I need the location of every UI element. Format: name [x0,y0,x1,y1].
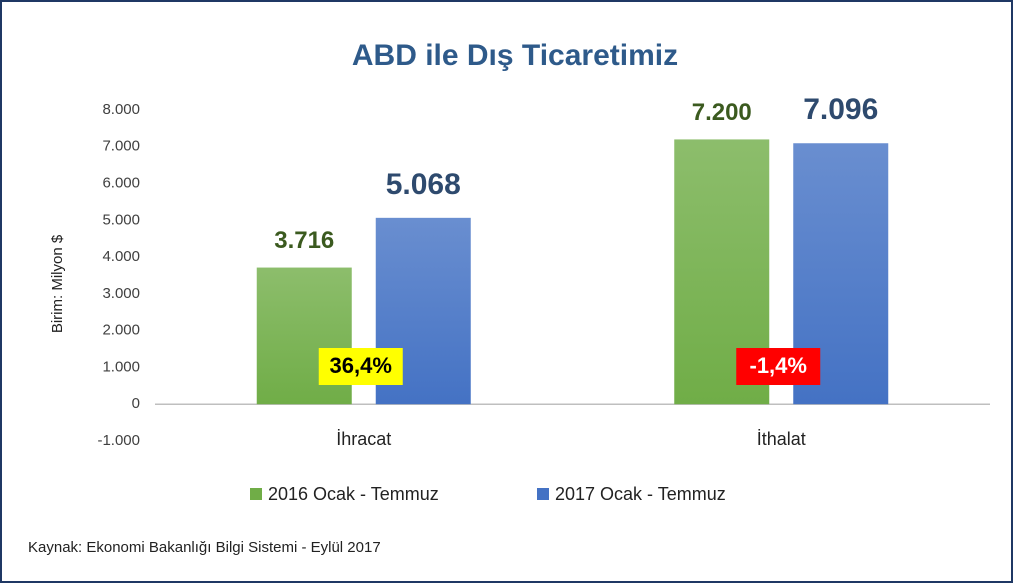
y-tick-label: 6.000 [102,175,140,192]
data-label: 3.716 [274,227,334,254]
chart-title: ABD ile Dış Ticaretimiz [352,39,678,72]
legend-swatch [537,488,549,500]
y-tick-label: 7.000 [102,138,140,155]
y-tick-label: 3.000 [102,285,140,302]
annotation-box [736,348,821,385]
y-tick-label: 0 [132,395,140,412]
annotation: 36,4% [330,353,392,378]
x-tick-label: İthalat [757,429,806,449]
y-tick-label: 8.000 [102,101,140,118]
y-tick-label: -1.000 [97,432,140,449]
x-tick-label: İhracat [336,429,391,449]
data-label: 7.200 [692,99,752,126]
y-tick-label: 4.000 [102,248,140,265]
legend-label: 2017 Ocak - Temmuz [555,484,726,504]
annotation: -1,4% [750,353,807,378]
y-tick-label: 5.000 [102,211,140,228]
data-label: 7.096 [803,93,878,126]
legend-label: 2016 Ocak - Temmuz [268,484,439,504]
y-axis-label: Birim: Milyon $ [49,234,66,333]
data-label: 5.068 [386,168,461,201]
annotation-box [318,348,403,385]
source-note: Kaynak: Ekonomi Bakanlığı Bilgi Sistemi … [28,539,381,556]
y-tick-label: 1.000 [102,358,140,375]
y-tick-label: 2.000 [102,322,140,339]
legend-swatch [250,488,262,500]
